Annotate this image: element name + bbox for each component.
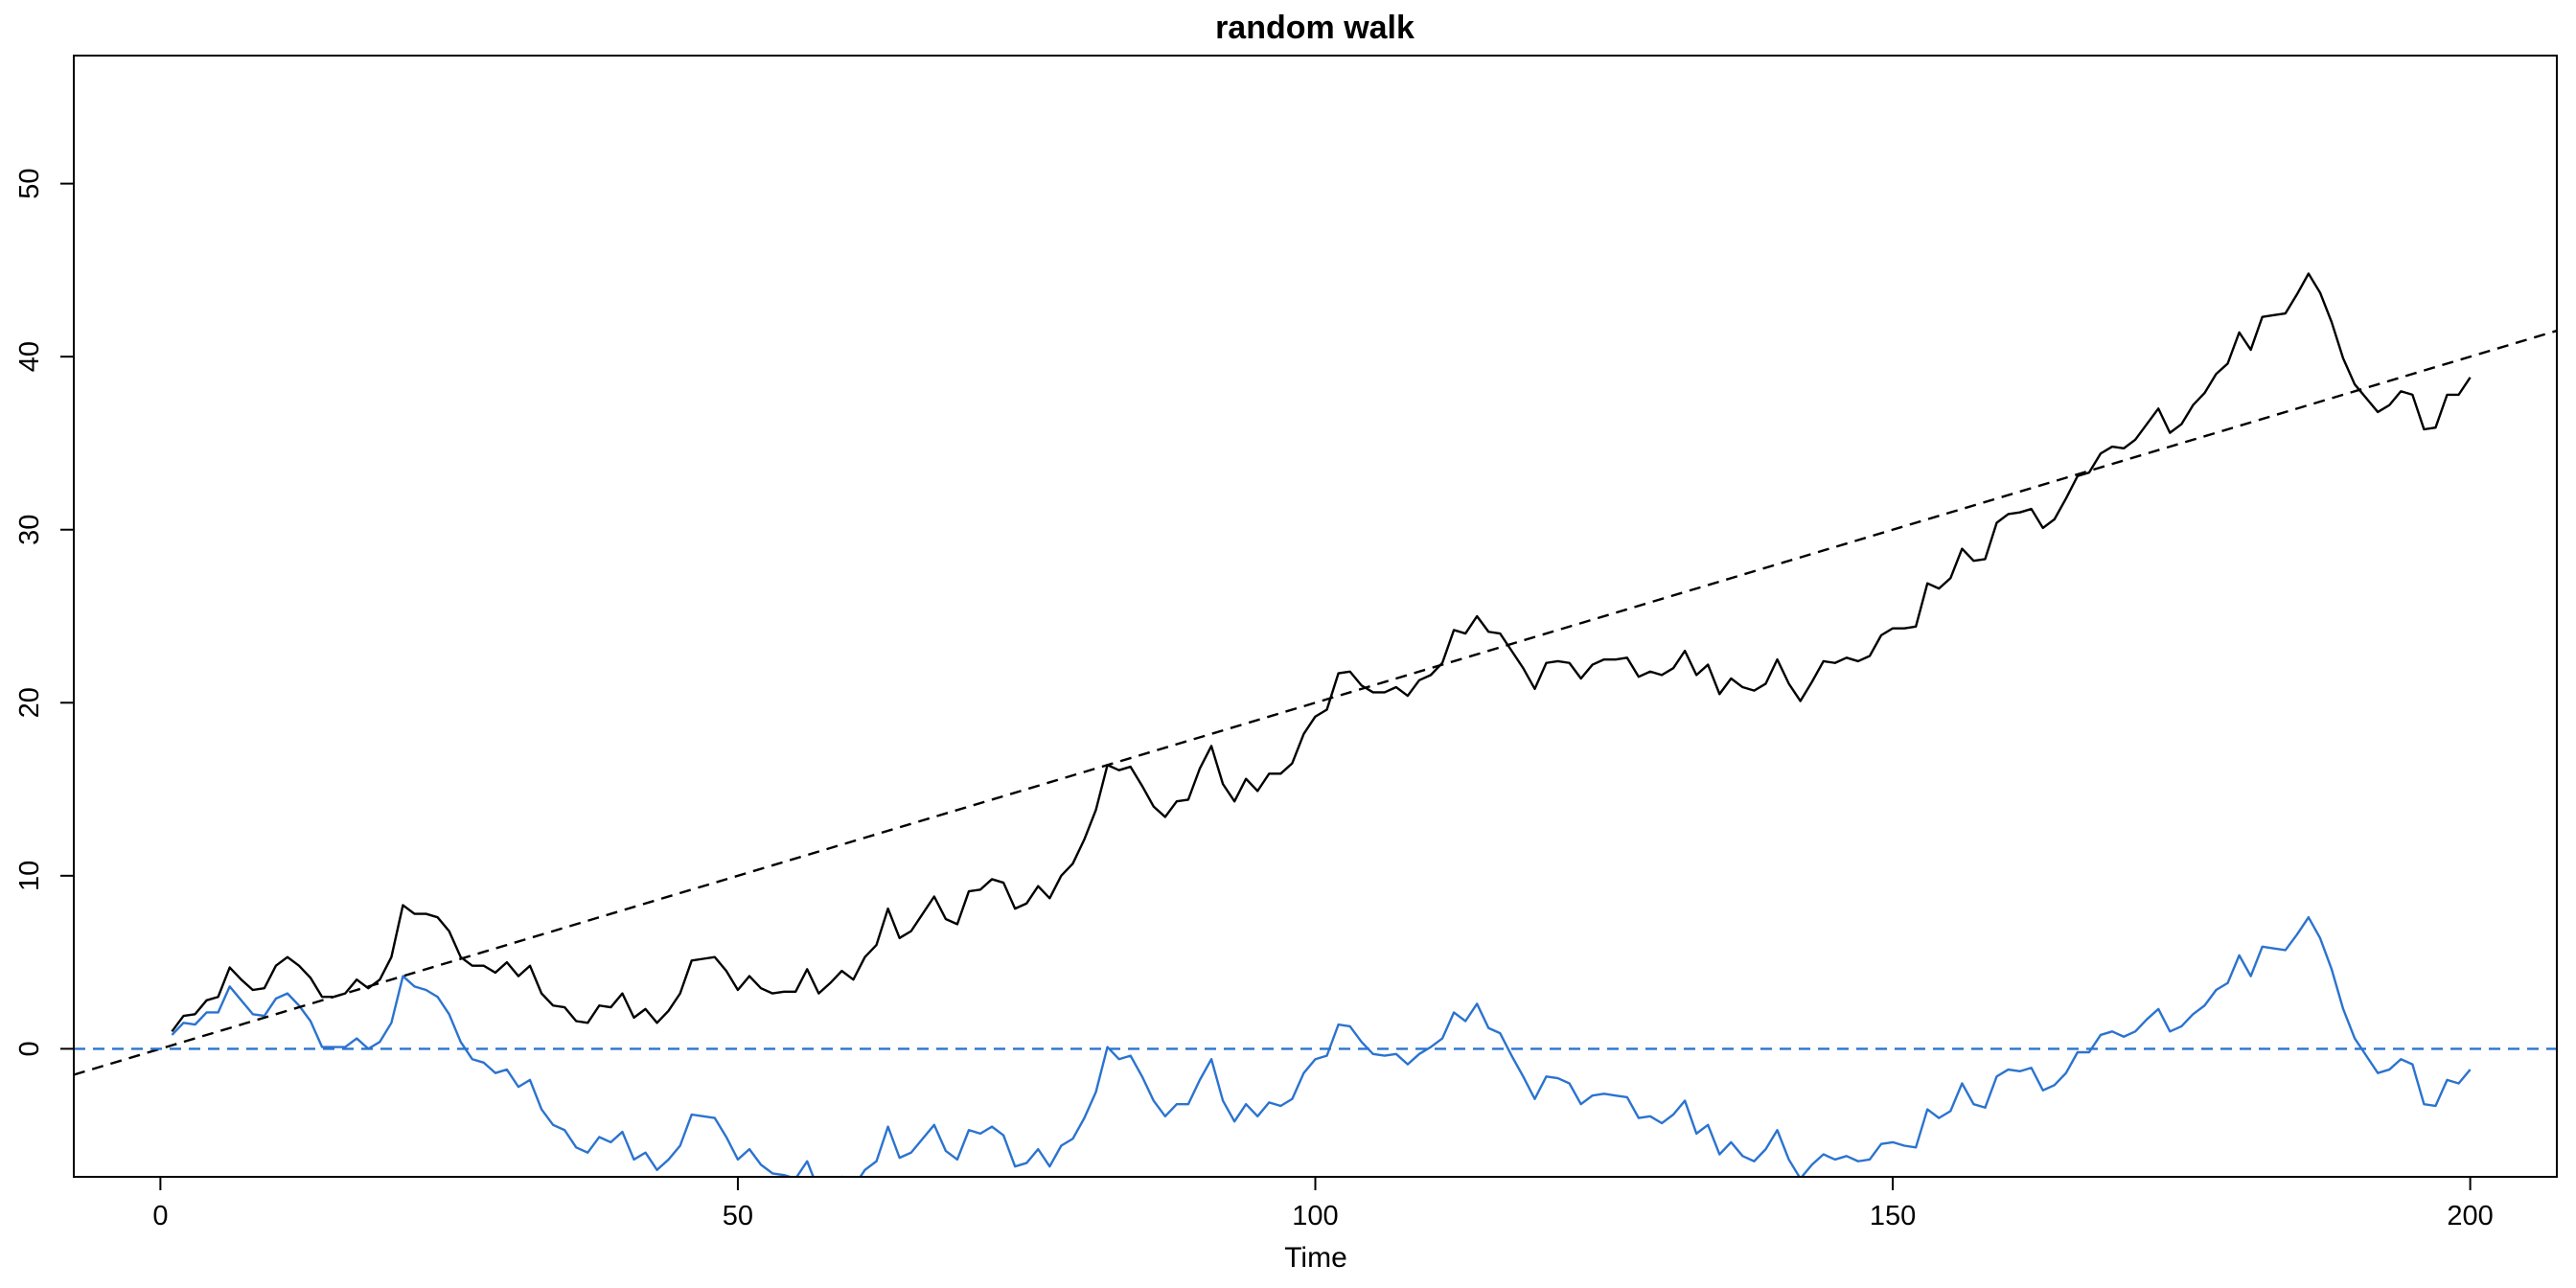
y-axis: 0 10 20 30 40 50 xyxy=(14,168,75,1056)
x-tick-label: 150 xyxy=(1870,1201,1916,1231)
reference-line-2 xyxy=(74,329,2557,1076)
series-line-1 xyxy=(171,915,2472,1177)
y-tick-label: 30 xyxy=(14,515,45,545)
x-tick-label: 100 xyxy=(1292,1201,1338,1231)
x-axis: 0 50 100 150 200 xyxy=(152,1176,2494,1231)
series-layer xyxy=(74,272,2557,1177)
plot-frame xyxy=(73,55,2558,1178)
x-tick-label: 50 xyxy=(723,1201,753,1231)
y-tick-label: 10 xyxy=(14,861,45,891)
x-tick-label: 0 xyxy=(152,1201,168,1231)
y-tick-label: 50 xyxy=(14,168,45,198)
x-axis-label: Time xyxy=(1284,1242,1347,1274)
y-tick-label: 0 xyxy=(14,1041,45,1056)
y-tick-label: 20 xyxy=(14,687,45,718)
series-line-0 xyxy=(171,272,2472,1033)
y-tick-label: 40 xyxy=(14,341,45,372)
chart-title: random walk xyxy=(1215,10,1414,46)
x-tick-label: 200 xyxy=(2447,1201,2493,1231)
